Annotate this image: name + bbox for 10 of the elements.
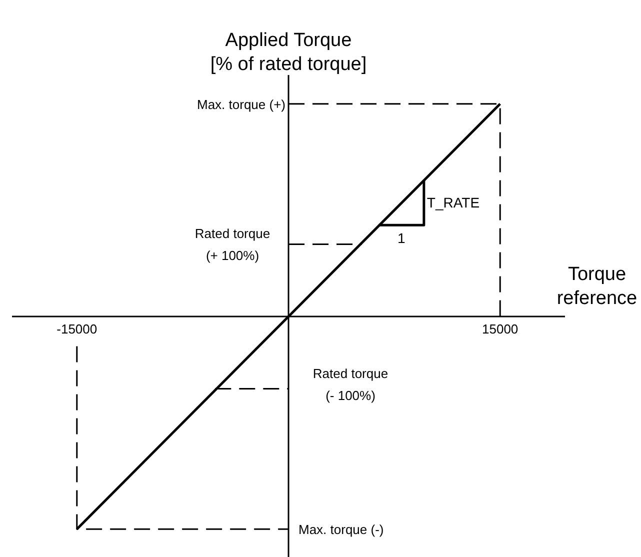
annotation: Rated torque (+ 100%) — [194, 226, 270, 264]
annotation: Max. torque (+) — [196, 96, 286, 112]
y-axis-title: Applied Torque [% of rated torque] — [210, 30, 367, 75]
annotation: Max. torque (-) — [298, 522, 384, 538]
annotation: Rated torque (- 100%) — [312, 366, 388, 403]
x-axis-title: Torque reference — [556, 264, 638, 309]
x-tick-label: 15000 — [482, 322, 518, 336]
annotation: 1 — [397, 230, 406, 246]
annotation: T_RATE — [426, 194, 480, 211]
x-tick-label: -15000 — [56, 322, 98, 336]
